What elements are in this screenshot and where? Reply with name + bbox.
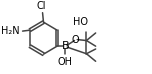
- Text: HO: HO: [73, 17, 88, 27]
- Text: O: O: [72, 35, 79, 45]
- Text: B: B: [61, 41, 69, 51]
- Text: Cl: Cl: [37, 1, 46, 11]
- Text: H₂N: H₂N: [1, 26, 20, 36]
- Text: OH: OH: [58, 57, 73, 67]
